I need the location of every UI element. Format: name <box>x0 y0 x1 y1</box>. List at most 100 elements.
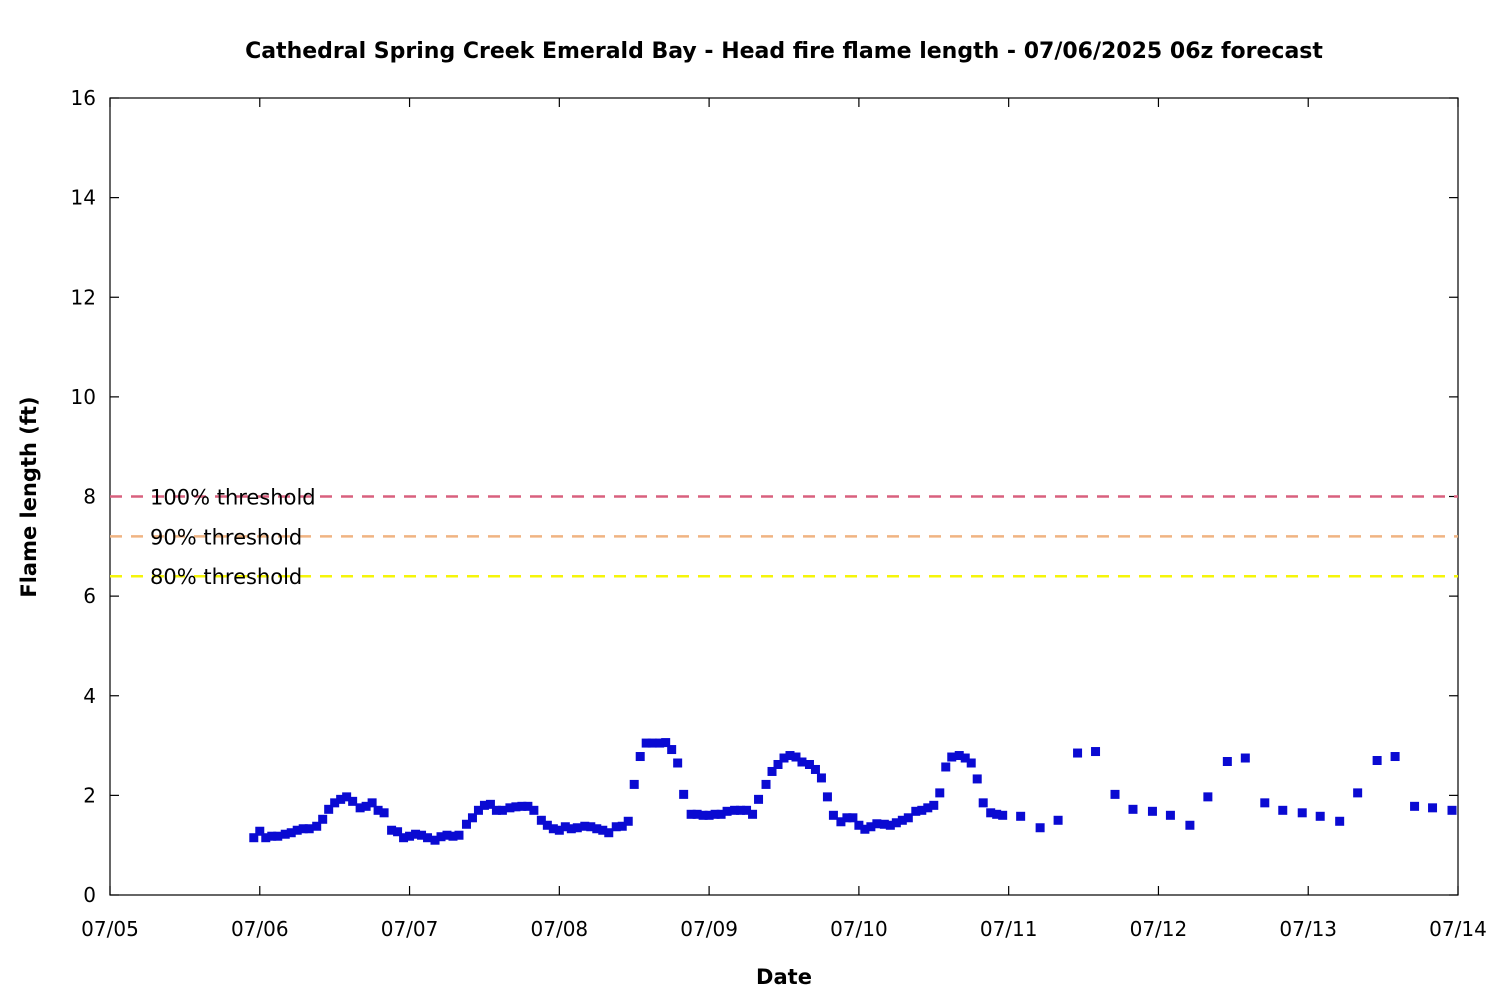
data-point <box>655 738 665 748</box>
data-point <box>491 805 501 815</box>
data-point <box>1410 801 1420 811</box>
threshold-label: 100% threshold <box>150 486 316 510</box>
data-point <box>929 800 939 810</box>
data-point <box>586 822 596 832</box>
data-point <box>298 824 308 834</box>
data-point <box>454 830 464 840</box>
data-point <box>730 805 740 815</box>
data-point <box>566 824 576 834</box>
data-point <box>686 809 696 819</box>
data-point <box>554 825 564 835</box>
data-point <box>286 828 296 838</box>
data-point <box>367 798 377 808</box>
data-point <box>312 821 322 831</box>
data-point <box>342 792 352 802</box>
data-point <box>885 820 895 830</box>
data-point <box>273 831 283 841</box>
y-tick-label: 16 <box>71 86 96 110</box>
data-point <box>255 826 265 836</box>
y-axis-label: Flame length (ft) <box>17 396 41 597</box>
data-point <box>635 752 645 762</box>
data-point <box>773 759 783 769</box>
data-point <box>1260 798 1270 808</box>
data-point <box>1016 811 1026 821</box>
data-point <box>1091 747 1101 757</box>
data-point <box>1278 805 1288 815</box>
data-point <box>1335 816 1345 826</box>
data-point <box>897 815 907 825</box>
data-point <box>467 813 477 823</box>
data-point <box>736 805 746 815</box>
data-point <box>836 817 846 827</box>
data-point <box>629 779 639 789</box>
data-point <box>917 805 927 815</box>
data-point <box>941 762 951 772</box>
data-point <box>998 810 1008 820</box>
y-tick-label: 0 <box>83 883 96 907</box>
data-point <box>536 815 546 825</box>
data-point <box>1128 804 1138 814</box>
data-point <box>604 828 614 838</box>
data-point <box>698 810 708 820</box>
data-point <box>903 813 913 823</box>
y-tick-label: 2 <box>83 783 96 807</box>
data-point <box>267 831 277 841</box>
data-point <box>866 822 876 832</box>
data-point <box>748 809 758 819</box>
data-point <box>1240 753 1250 763</box>
data-point <box>966 758 976 768</box>
data-point <box>797 757 807 767</box>
data-point <box>485 799 495 809</box>
data-point <box>405 831 415 841</box>
data-point <box>387 825 397 835</box>
data-point <box>1203 792 1213 802</box>
data-point <box>417 830 427 840</box>
data-point <box>517 801 527 811</box>
data-point <box>379 808 389 818</box>
data-point <box>978 798 988 808</box>
data-point <box>1428 803 1438 813</box>
data-point <box>842 813 852 823</box>
x-axis: 07/05 07/06 07/07 07/08 07/09 07/10 07/11 07/12… <box>81 98 1487 941</box>
data-point <box>891 818 901 828</box>
data-point <box>960 753 970 763</box>
data-point <box>1353 788 1363 798</box>
data-point <box>411 829 421 839</box>
data-point <box>461 819 471 829</box>
data-series <box>249 738 1457 845</box>
data-point <box>249 833 259 843</box>
data-point <box>854 820 864 830</box>
data-point <box>548 824 558 834</box>
data-point <box>505 803 515 813</box>
data-point <box>704 810 714 820</box>
data-point <box>1035 823 1045 833</box>
data-point <box>791 752 801 762</box>
data-point <box>641 738 651 748</box>
data-point <box>611 822 621 832</box>
x-tick-label: 07/07 <box>381 917 439 941</box>
x-tick-label: 07/08 <box>531 917 589 941</box>
data-point <box>292 825 302 835</box>
data-point <box>1447 805 1457 815</box>
data-point <box>1185 820 1195 830</box>
data-point <box>860 824 870 834</box>
y-tick-label: 4 <box>83 684 96 708</box>
y-tick-label: 10 <box>71 385 96 409</box>
data-point <box>423 833 433 843</box>
data-point <box>848 813 858 823</box>
data-point <box>779 753 789 763</box>
data-point <box>592 824 602 834</box>
data-point <box>647 738 657 748</box>
data-point <box>722 806 732 816</box>
data-point <box>361 801 371 811</box>
x-tick-label: 07/10 <box>830 917 888 941</box>
data-point <box>511 802 521 812</box>
data-point <box>542 820 552 830</box>
data-point <box>304 824 314 834</box>
data-point <box>816 773 826 783</box>
data-point <box>761 779 771 789</box>
data-point <box>355 803 365 813</box>
data-point <box>692 809 702 819</box>
data-point <box>399 833 409 843</box>
